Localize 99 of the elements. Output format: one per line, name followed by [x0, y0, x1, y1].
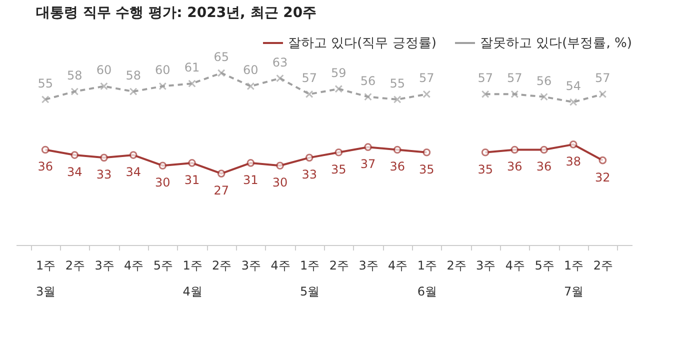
x-tick-label: 2주	[446, 258, 466, 272]
x-tick-label: 3주	[476, 258, 496, 272]
point	[422, 90, 431, 98]
data-label: 36	[536, 160, 552, 174]
x-tick-label: 1주 3월	[36, 258, 56, 298]
data-label: 38	[566, 154, 581, 168]
chart-title: 대통령 직무 수행 평가: 2023년, 최근 20주	[36, 5, 317, 21]
x-tick-label: 3주	[241, 258, 261, 272]
x-tick-label: 1주 5월	[300, 258, 320, 298]
point	[393, 96, 402, 104]
point	[540, 92, 548, 101]
x-tick-label: 3주	[358, 258, 378, 272]
data-label: 60	[155, 63, 170, 78]
data-label: 55	[390, 76, 405, 90]
point	[481, 148, 490, 156]
point	[364, 143, 372, 151]
data-label: 34	[126, 165, 141, 180]
data-label: 31	[184, 172, 200, 187]
data-label: 57	[419, 71, 434, 86]
point	[41, 146, 50, 154]
x-tick-label: 2주	[329, 258, 349, 272]
point	[334, 148, 343, 156]
point	[364, 92, 372, 101]
point	[393, 146, 402, 154]
point	[158, 82, 167, 90]
data-label: 57	[595, 71, 610, 86]
point	[569, 98, 578, 106]
data-label: 60	[96, 63, 112, 78]
point	[129, 88, 138, 96]
data-label: 33	[302, 168, 317, 182]
point	[246, 159, 255, 167]
point	[305, 154, 314, 162]
x-tick-label: 2주	[212, 258, 232, 272]
point	[70, 88, 79, 96]
x-tick-label: 1주 4월	[182, 258, 202, 298]
x-tick-label: 1주 7월	[564, 258, 584, 298]
point	[188, 159, 196, 167]
point	[334, 84, 343, 93]
data-label: 30	[272, 176, 288, 190]
data-label: 54	[566, 79, 581, 94]
x-tick-label: 4주	[270, 258, 290, 272]
data-label: 36	[390, 160, 405, 174]
data-label: 61	[184, 60, 200, 75]
point	[129, 151, 138, 159]
point	[540, 146, 548, 154]
data-label: 57	[478, 71, 493, 86]
x-tick-label: 5주	[153, 258, 173, 272]
data-label: 37	[360, 157, 376, 172]
point	[100, 154, 108, 162]
point	[510, 90, 519, 98]
legend-label: 잘못하고 있다(부정률, %)	[480, 36, 632, 51]
data-label: 32	[595, 170, 610, 184]
point	[598, 156, 607, 164]
data-label: 27	[214, 184, 229, 198]
data-label: 31	[243, 172, 258, 187]
point	[217, 170, 226, 178]
data-label: 30	[155, 176, 170, 190]
x-tick-label: 4주	[388, 258, 408, 272]
data-label: 55	[38, 76, 53, 90]
data-label: 35	[331, 162, 346, 176]
point	[510, 146, 519, 154]
data-label: 60	[243, 63, 258, 78]
data-label: 33	[96, 168, 112, 182]
x-tick-label: 4주	[124, 258, 144, 272]
point	[158, 162, 167, 170]
data-label: 58	[67, 68, 82, 83]
point	[481, 90, 490, 98]
x-tick-label: 4주	[505, 258, 525, 272]
point	[422, 148, 431, 156]
point	[41, 96, 50, 104]
x-tick-label: 3주	[94, 258, 114, 272]
legend-label: 잘하고 있다(직무 긍정률)	[288, 36, 436, 51]
point	[569, 140, 578, 148]
data-label: 56	[360, 74, 376, 88]
data-label: 35	[478, 162, 493, 176]
x-tick-label: 2주	[593, 258, 613, 272]
point	[598, 90, 607, 98]
data-label: 58	[126, 68, 141, 83]
point	[100, 82, 108, 90]
x-tick-label: 2주	[65, 258, 85, 272]
data-label: 59	[331, 66, 346, 80]
x-tick-label: 5주	[534, 258, 554, 272]
data-label: 63	[272, 55, 288, 70]
data-label: 65	[214, 50, 229, 64]
data-label: 34	[67, 165, 82, 180]
data-label: 56	[536, 74, 552, 88]
point	[305, 90, 314, 98]
data-label: 36	[38, 160, 53, 174]
data-label: 35	[419, 162, 434, 176]
point	[217, 69, 226, 77]
point	[188, 80, 196, 88]
point	[70, 151, 79, 159]
data-label: 36	[507, 160, 522, 174]
point	[276, 74, 284, 82]
point	[276, 162, 284, 170]
data-label: 57	[507, 71, 522, 86]
data-label: 57	[302, 71, 317, 86]
x-tick-label: 1주 6월	[417, 258, 437, 298]
point	[246, 82, 255, 90]
